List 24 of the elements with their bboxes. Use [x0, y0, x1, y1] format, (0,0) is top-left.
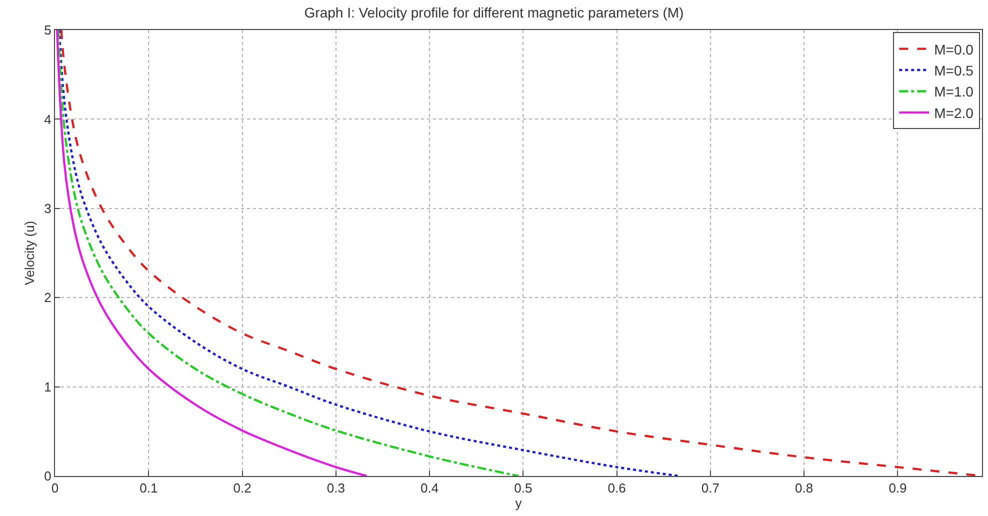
y-tick-label: 4 [44, 112, 52, 127]
legend-label: M=1.0 [934, 84, 974, 100]
y-tick-label: 2 [44, 290, 52, 306]
y-tick-label: 0 [44, 468, 52, 484]
line-series [56, 30, 368, 476]
y-tick-label: 5 [44, 22, 52, 38]
x-tick-label: 0.6 [608, 480, 626, 496]
legend-label: M=0.5 [934, 62, 974, 78]
y-axis-title: Velocity (u) [22, 220, 38, 286]
y-tick-label: 3 [44, 200, 52, 216]
line-series [57, 30, 520, 476]
x-tick-label: 0.2 [233, 480, 252, 496]
legend-label: M=0.0 [934, 41, 974, 58]
x-tick-label: 0.4 [420, 480, 439, 496]
x-tick-label: 0.8 [795, 480, 814, 496]
x-tick-label: 0.5 [514, 480, 532, 496]
x-axis-title: y [515, 496, 522, 511]
x-tick-label: 0.3 [326, 480, 345, 496]
y-tick-label: 1 [44, 379, 52, 394]
x-tick-label: 0.7 [701, 480, 720, 496]
legend-label: M=2.0 [934, 104, 974, 121]
x-tick-label: 0.1 [140, 480, 158, 496]
x-tick-label: 0.9 [888, 480, 907, 496]
chart-title: Graph I: Velocity profile for different magnetic parameters (M) [304, 4, 684, 21]
